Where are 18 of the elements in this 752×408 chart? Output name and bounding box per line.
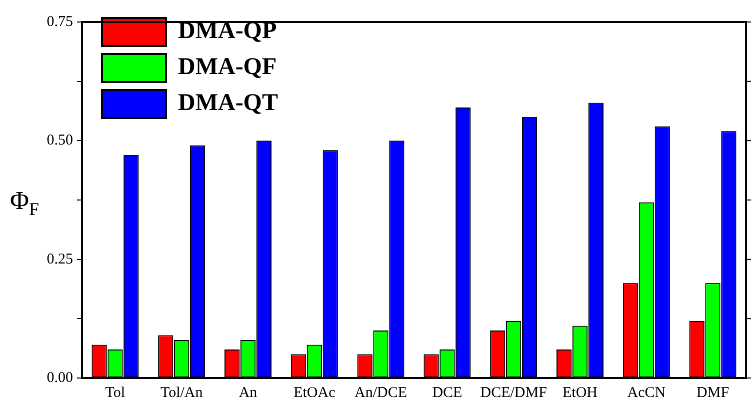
legend-label: DMA-QF [178,54,277,80]
y-tick-label: 0.25 [46,251,73,268]
x-tick-label: Tol [105,384,126,401]
y-tick-label: 0.50 [46,132,73,149]
x-tick-label: DCE/DMF [480,384,547,401]
legend-label: DMA-QP [178,18,277,44]
x-tick-label: AcCN [627,384,666,401]
x-tick-label: An/DCE [354,384,408,401]
y-tick-label: 0.75 [46,14,73,30]
x-tick-label: Tol/An [160,384,204,401]
x-tick-label: EtOH [562,384,598,401]
x-tick-label: An [238,384,258,401]
x-tick-label: DMF [696,384,730,401]
legend-label: DMA-QT [178,90,278,116]
y-axis-title: Φ$_{F}$ [10,186,40,220]
x-tick-label: EtOAc [294,384,336,401]
text: 0.00 [46,370,73,386]
x-tick-label: DCE [432,384,462,401]
